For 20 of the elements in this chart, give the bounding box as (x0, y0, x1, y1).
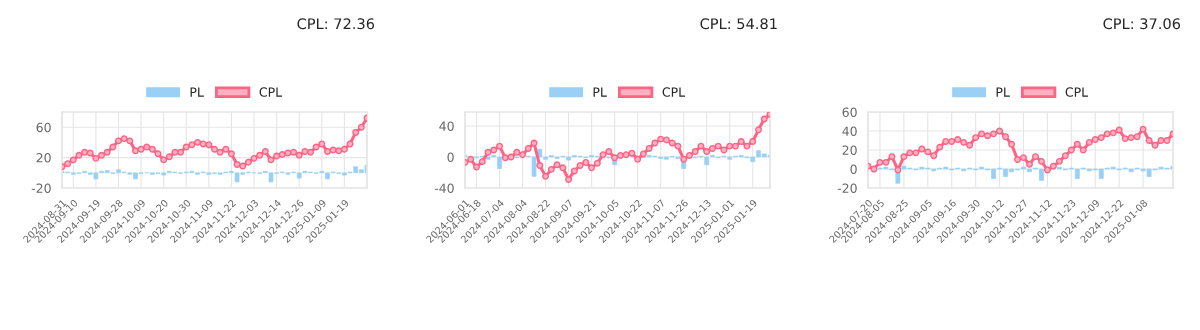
y-tick-label: 20 (842, 145, 857, 155)
y-tick-label: 60 (842, 107, 857, 117)
chart-subtitle: CPL: 72.36 (297, 18, 375, 30)
legend-label: CPL (1065, 87, 1089, 97)
legend-label: PL (996, 87, 1010, 97)
y-tick-label: 40 (439, 121, 454, 131)
y-tick-label: 60 (36, 122, 51, 133)
chart-subtitle: CPL: 37.06 (1103, 18, 1181, 30)
legend-label: PL (190, 87, 204, 97)
y-tick-label: -20 (837, 183, 857, 193)
legend-label: CPL (662, 87, 686, 97)
y-tick-label: 20 (36, 153, 51, 163)
y-tick-label: 0 (850, 164, 857, 174)
y-tick-label: 0 (447, 152, 454, 162)
legend-label: PL (593, 87, 607, 97)
y-tick-label: 40 (842, 126, 857, 136)
chart-subtitle: CPL: 54.81 (700, 18, 777, 30)
y-tick-label: -20 (31, 183, 51, 193)
legend-label: CPL (259, 87, 283, 97)
y-tick-label: -40 (434, 183, 454, 193)
